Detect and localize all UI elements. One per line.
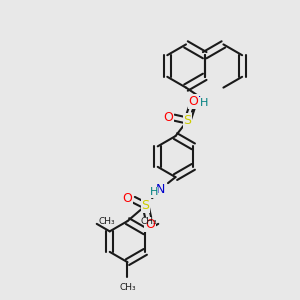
Text: S: S (142, 199, 149, 212)
Text: N: N (192, 94, 201, 108)
Text: O: O (189, 95, 198, 108)
Text: CH₃: CH₃ (119, 283, 136, 292)
Text: O: O (145, 218, 155, 231)
Text: S: S (184, 114, 191, 127)
Text: O: O (123, 192, 132, 205)
Text: CH₃: CH₃ (140, 217, 157, 226)
Text: N: N (156, 183, 165, 196)
Text: O: O (164, 111, 173, 124)
Text: CH₃: CH₃ (98, 217, 115, 226)
Text: H: H (200, 98, 208, 108)
Text: H: H (149, 187, 158, 197)
